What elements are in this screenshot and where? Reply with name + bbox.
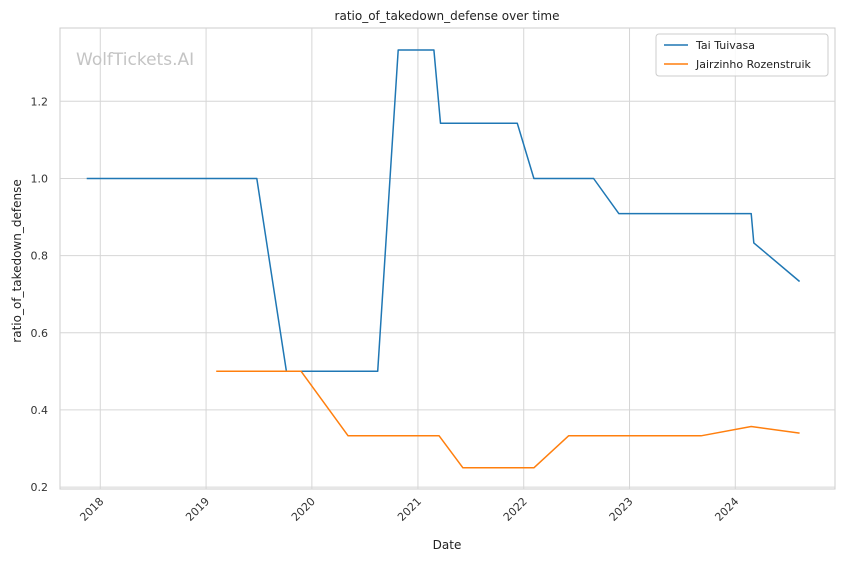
- series-line-jairzinho-rozenstruik: [216, 370, 800, 469]
- y-tick-label: 0.2: [31, 481, 49, 494]
- y-axis-label: ratio_of_takedown_defense: [10, 179, 24, 342]
- y-axis-ticks: 0.2 0.4 0.6 0.8 1.0 1.2: [31, 95, 49, 494]
- watermark-text: WolfTickets.AI: [76, 50, 194, 70]
- series-layer: [86, 49, 801, 469]
- legend-frame: [655, 33, 829, 77]
- x-tick-label: 2022: [501, 495, 530, 524]
- x-tick-label: 2021: [395, 495, 424, 524]
- x-tick-label: 2023: [607, 495, 636, 524]
- legend-label-tai-tuivasa: Tai Tuivasa: [695, 39, 755, 52]
- x-tick-label: 2024: [712, 495, 741, 524]
- legend-label-jairzinho-rozenstruik: Jairzinho Rozenstruik: [695, 58, 812, 71]
- y-tick-label: 0.8: [31, 250, 49, 263]
- x-tick-label: 2019: [183, 495, 212, 524]
- y-tick-label: 1.2: [31, 95, 49, 108]
- y-tick-label: 1.0: [31, 172, 49, 185]
- y-tick-label: 0.4: [31, 404, 49, 417]
- legend: Tai Tuivasa Jairzinho Rozenstruik: [655, 33, 829, 77]
- chart-title: ratio_of_takedown_defense over time: [335, 9, 560, 23]
- x-axis-label: Date: [433, 538, 462, 552]
- x-tick-label: 2018: [77, 495, 106, 524]
- plot-area: [59, 27, 836, 490]
- y-tick-label: 0.6: [31, 327, 49, 340]
- x-tick-label: 2020: [289, 495, 318, 524]
- x-axis-ticks: 2018 2019 2020 2021 2022 2023 2024: [77, 495, 741, 524]
